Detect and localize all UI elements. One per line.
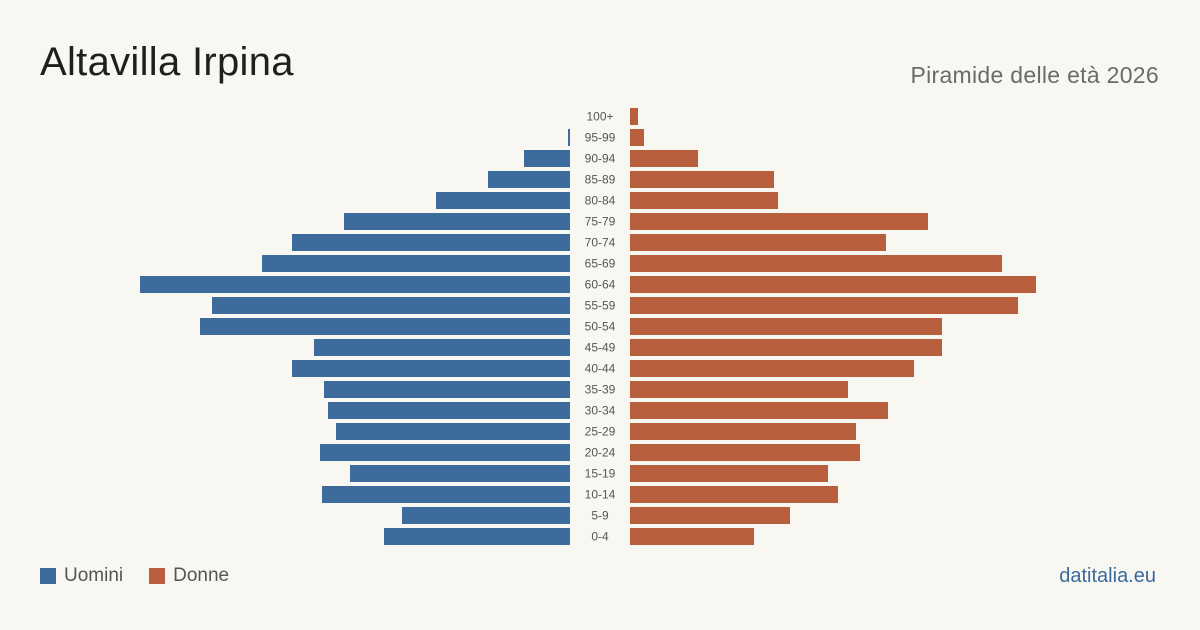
legend-item-male: Uomini (40, 565, 123, 587)
bar-male-10-14 (322, 486, 570, 503)
bar-female-0-4 (630, 528, 754, 545)
bar-female-10-14 (630, 486, 838, 503)
bar-male-30-34 (328, 402, 570, 419)
bar-female-95-99 (630, 129, 644, 146)
bar-female-100+ (630, 108, 638, 125)
bar-female-80-84 (630, 192, 778, 209)
bar-male-45-49 (314, 339, 570, 356)
age-label-30-34: 30-34 (585, 404, 616, 418)
bar-male-40-44 (292, 360, 570, 377)
bar-female-60-64 (630, 276, 1036, 293)
legend-swatch-male (40, 568, 56, 584)
bar-male-75-79 (344, 213, 570, 230)
bar-male-15-19 (350, 465, 570, 482)
bar-female-50-54 (630, 318, 942, 335)
bar-male-5-9 (402, 507, 570, 524)
bar-male-50-54 (200, 318, 570, 335)
bar-male-65-69 (262, 255, 570, 272)
age-label-5-9: 5-9 (591, 509, 609, 523)
age-label-100+: 100+ (586, 110, 613, 124)
age-label-80-84: 80-84 (585, 194, 616, 208)
age-label-55-59: 55-59 (585, 299, 616, 313)
bar-female-75-79 (630, 213, 928, 230)
bar-male-25-29 (336, 423, 570, 440)
age-label-50-54: 50-54 (585, 320, 616, 334)
bar-female-15-19 (630, 465, 828, 482)
bar-female-85-89 (630, 171, 774, 188)
chart-title: Altavilla Irpina (40, 40, 294, 84)
age-label-65-69: 65-69 (585, 257, 616, 271)
bar-female-45-49 (630, 339, 942, 356)
bar-male-55-59 (212, 297, 570, 314)
bar-male-85-89 (488, 171, 570, 188)
age-label-10-14: 10-14 (585, 488, 616, 502)
age-label-25-29: 25-29 (585, 425, 616, 439)
legend-swatch-female (149, 568, 166, 584)
bar-female-90-94 (630, 150, 698, 167)
age-label-45-49: 45-49 (585, 341, 616, 355)
bar-female-30-34 (630, 402, 888, 419)
legend-label-male: Uomini (64, 565, 124, 586)
bar-male-60-64 (140, 276, 570, 293)
bar-male-95-99 (568, 129, 570, 146)
bar-male-35-39 (324, 381, 570, 398)
bar-male-20-24 (320, 444, 570, 461)
bar-male-70-74 (292, 234, 570, 251)
age-label-20-24: 20-24 (585, 446, 616, 460)
age-label-75-79: 75-79 (585, 215, 616, 229)
legend: Uomini Donne (40, 565, 255, 587)
bar-female-20-24 (630, 444, 860, 461)
age-label-40-44: 40-44 (585, 362, 616, 376)
age-label-0-4: 0-4 (591, 530, 609, 544)
age-label-90-94: 90-94 (585, 152, 616, 166)
chart-subtitle: Piramide delle età 2026 (910, 62, 1159, 88)
bar-male-80-84 (436, 192, 570, 209)
legend-item-female: Donne (149, 565, 229, 587)
legend-label-female: Donne (173, 565, 230, 586)
brand-link[interactable]: datitalia.eu (1059, 565, 1156, 587)
age-label-60-64: 60-64 (585, 278, 616, 292)
bar-female-65-69 (630, 255, 1002, 272)
bar-female-55-59 (630, 297, 1018, 314)
bar-female-35-39 (630, 381, 848, 398)
bar-male-90-94 (524, 150, 570, 167)
bar-female-40-44 (630, 360, 914, 377)
bar-female-25-29 (630, 423, 856, 440)
age-label-95-99: 95-99 (585, 131, 616, 145)
age-label-15-19: 15-19 (585, 467, 616, 481)
age-label-85-89: 85-89 (585, 173, 616, 187)
bar-female-5-9 (630, 507, 790, 524)
age-label-70-74: 70-74 (585, 236, 616, 250)
bar-male-0-4 (384, 528, 570, 545)
age-label-35-39: 35-39 (585, 383, 616, 397)
bar-female-70-74 (630, 234, 886, 251)
